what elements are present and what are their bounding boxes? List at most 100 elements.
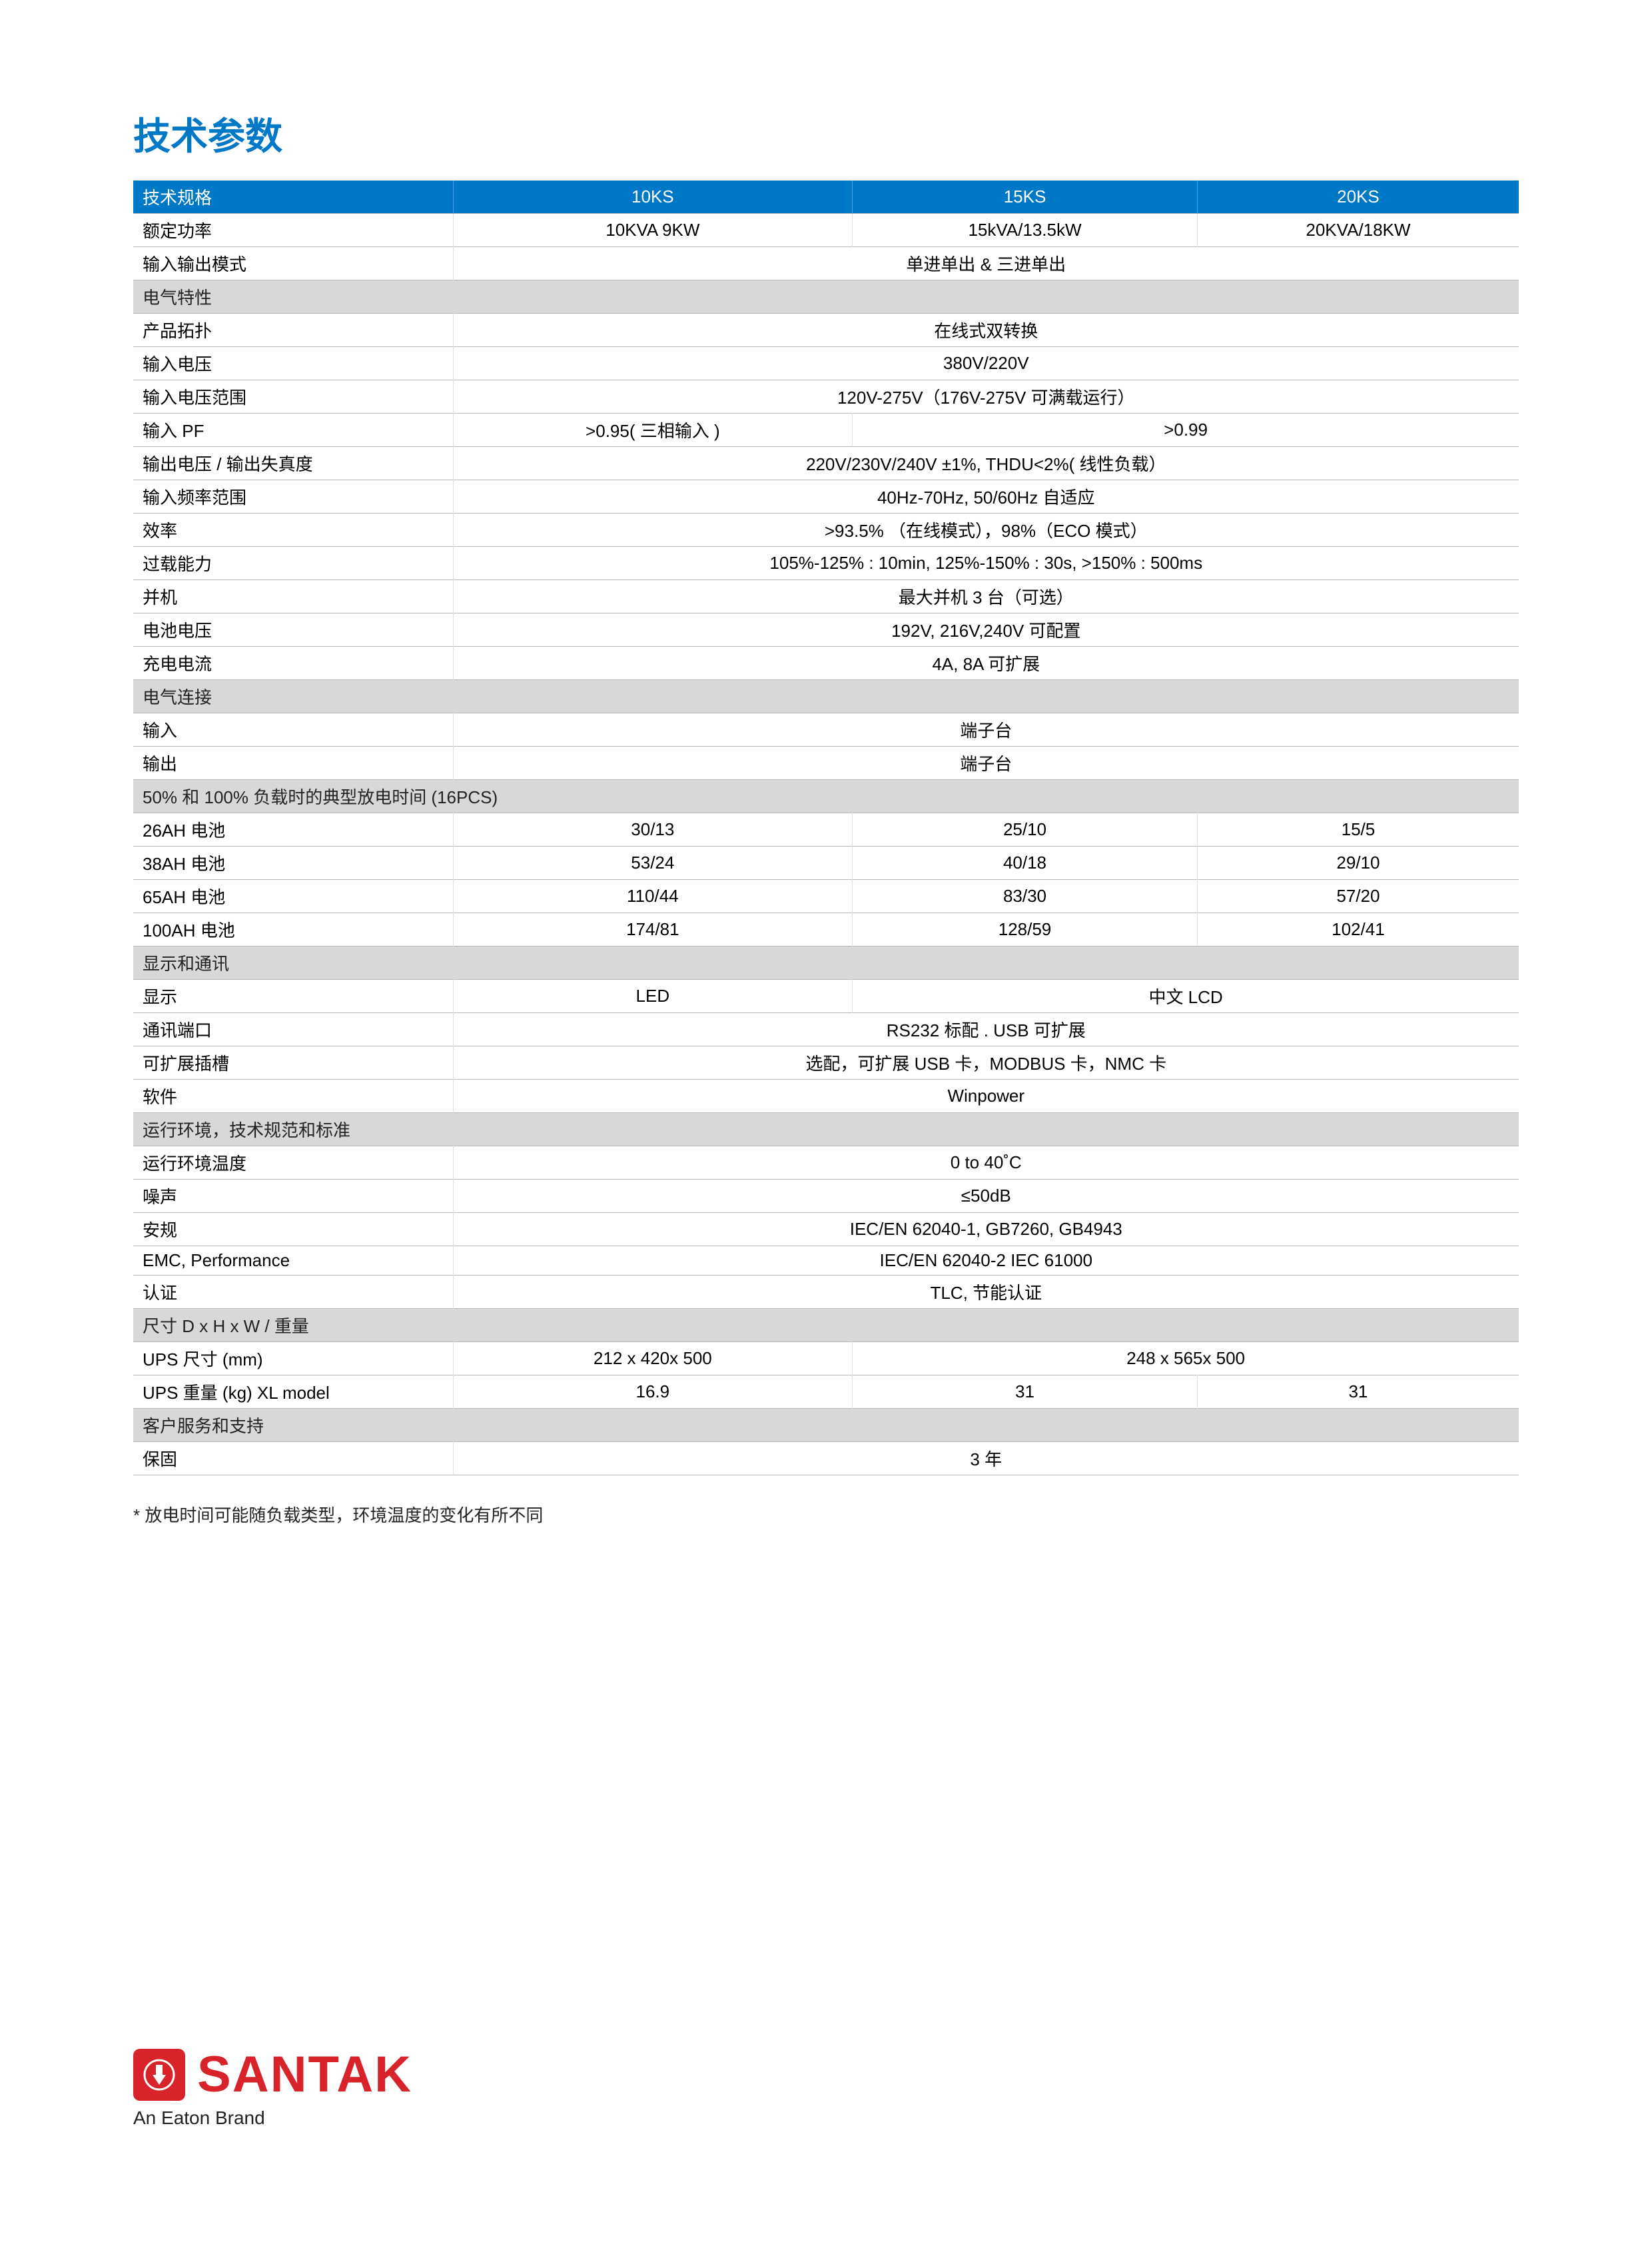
row-value: 3 年 [453,1442,1519,1475]
row-value: 174/81 [453,913,853,946]
row-label: UPS 重量 (kg) XL model [133,1375,453,1409]
row-value: 110/44 [453,880,853,913]
row-value: 15kVA/13.5kW [853,214,1198,247]
section-row: 显示和通讯 [133,946,1519,980]
row-label: 效率 [133,514,453,547]
row-label: 可扩展插槽 [133,1046,453,1080]
row-value: ≤50dB [453,1180,1519,1213]
data-row: 输入输出模式单进单出 & 三进单出 [133,247,1519,280]
data-row: UPS 尺寸 (mm)212 x 420x 500248 x 565x 500 [133,1342,1519,1375]
row-label: 通讯端口 [133,1013,453,1046]
row-value: LED [453,980,853,1013]
data-row: 显示LED中文 LCD [133,980,1519,1013]
header-label: 技术规格 [133,181,453,214]
row-label: 过载能力 [133,547,453,580]
row-value: 15/5 [1197,813,1519,847]
row-label: 认证 [133,1276,453,1309]
row-value: 83/30 [853,880,1198,913]
brand-icon [133,2049,185,2101]
data-row: 26AH 电池30/1325/1015/5 [133,813,1519,847]
section-label: 50% 和 100% 负载时的典型放电时间 (16PCS) [133,780,1519,813]
data-row: 输入端子台 [133,713,1519,747]
row-label: 100AH 电池 [133,913,453,946]
row-value: 57/20 [1197,880,1519,913]
brand-subtitle: An Eaton Brand [133,2107,412,2129]
row-value: 248 x 565x 500 [853,1342,1519,1375]
row-value: IEC/EN 62040-2 IEC 61000 [453,1246,1519,1276]
data-row: 输入电压范围120V-275V（176V-275V 可满载运行） [133,380,1519,414]
row-label: 输入 PF [133,414,453,447]
row-value: 最大并机 3 台（可选） [453,580,1519,613]
data-row: 噪声≤50dB [133,1180,1519,1213]
row-label: 65AH 电池 [133,880,453,913]
data-row: 输入 PF>0.95( 三相输入 )>0.99 [133,414,1519,447]
section-label: 显示和通讯 [133,946,1519,980]
row-label: 充电电流 [133,647,453,680]
data-row: 38AH 电池53/2440/1829/10 [133,847,1519,880]
data-row: 可扩展插槽选配，可扩展 USB 卡，MODBUS 卡，NMC 卡 [133,1046,1519,1080]
data-row: 电池电压192V, 216V,240V 可配置 [133,613,1519,647]
section-label: 运行环境，技术规范和标准 [133,1113,1519,1146]
data-row: 认证TLC, 节能认证 [133,1276,1519,1309]
page-title: 技术参数 [133,107,1519,161]
brand-name: SANTAK [197,2050,412,2100]
row-value: 120V-275V（176V-275V 可满载运行） [453,380,1519,414]
row-value: RS232 标配 . USB 可扩展 [453,1013,1519,1046]
data-row: 输入频率范围40Hz-70Hz, 50/60Hz 自适应 [133,480,1519,514]
section-row: 电气连接 [133,680,1519,713]
row-value: 10KVA 9KW [453,214,853,247]
data-row: 并机最大并机 3 台（可选） [133,580,1519,613]
row-value: TLC, 节能认证 [453,1276,1519,1309]
row-label: 噪声 [133,1180,453,1213]
data-row: 通讯端口RS232 标配 . USB 可扩展 [133,1013,1519,1046]
data-row: 65AH 电池110/4483/3057/20 [133,880,1519,913]
row-value: IEC/EN 62040-1, GB7260, GB4943 [453,1213,1519,1246]
row-value: 单进单出 & 三进单出 [453,247,1519,280]
header-col-2: 20KS [1197,181,1519,214]
row-value: 中文 LCD [853,980,1519,1013]
row-label: EMC, Performance [133,1246,453,1276]
data-row: 保固3 年 [133,1442,1519,1475]
section-row: 50% 和 100% 负载时的典型放电时间 (16PCS) [133,780,1519,813]
row-value: 40/18 [853,847,1198,880]
row-label: 额定功率 [133,214,453,247]
section-label: 电气特性 [133,280,1519,314]
data-row: 运行环境温度0 to 40˚C [133,1146,1519,1180]
data-row: 软件Winpower [133,1080,1519,1113]
row-value: 128/59 [853,913,1198,946]
row-value: 220V/230V/240V ±1%, THDU<2%( 线性负载） [453,447,1519,480]
row-label: 输入频率范围 [133,480,453,514]
row-value: >93.5% （在线模式），98%（ECO 模式） [453,514,1519,547]
data-row: 产品拓扑在线式双转换 [133,314,1519,347]
section-row: 尺寸 D x H x W / 重量 [133,1309,1519,1342]
row-value: 192V, 216V,240V 可配置 [453,613,1519,647]
row-label: 输入电压 [133,347,453,380]
row-value: 102/41 [1197,913,1519,946]
row-label: 26AH 电池 [133,813,453,847]
header-col-1: 15KS [853,181,1198,214]
spec-table: 技术规格10KS15KS20KS额定功率10KVA 9KW15kVA/13.5k… [133,181,1519,1475]
table-header-row: 技术规格10KS15KS20KS [133,181,1519,214]
row-value: 105%-125% : 10min, 125%-150% : 30s, >150… [453,547,1519,580]
row-label: 产品拓扑 [133,314,453,347]
row-label: 38AH 电池 [133,847,453,880]
row-value: 选配，可扩展 USB 卡，MODBUS 卡，NMC 卡 [453,1046,1519,1080]
section-row: 运行环境，技术规范和标准 [133,1113,1519,1146]
row-value: 380V/220V [453,347,1519,380]
row-value: 0 to 40˚C [453,1146,1519,1180]
data-row: 输入电压380V/220V [133,347,1519,380]
row-value: Winpower [453,1080,1519,1113]
row-label: 输入电压范围 [133,380,453,414]
row-value: 31 [853,1375,1198,1409]
row-label: 软件 [133,1080,453,1113]
data-row: 输出电压 / 输出失真度220V/230V/240V ±1%, THDU<2%(… [133,447,1519,480]
data-row: 充电电流4A, 8A 可扩展 [133,647,1519,680]
row-value: 20KVA/18KW [1197,214,1519,247]
footnote-text: * 放电时间可能随负载类型，环境温度的变化有所不同 [133,1502,1519,1527]
section-row: 电气特性 [133,280,1519,314]
row-value: 端子台 [453,713,1519,747]
row-value: 31 [1197,1375,1519,1409]
header-col-0: 10KS [453,181,853,214]
row-label: 输入 [133,713,453,747]
data-row: 过载能力105%-125% : 10min, 125%-150% : 30s, … [133,547,1519,580]
